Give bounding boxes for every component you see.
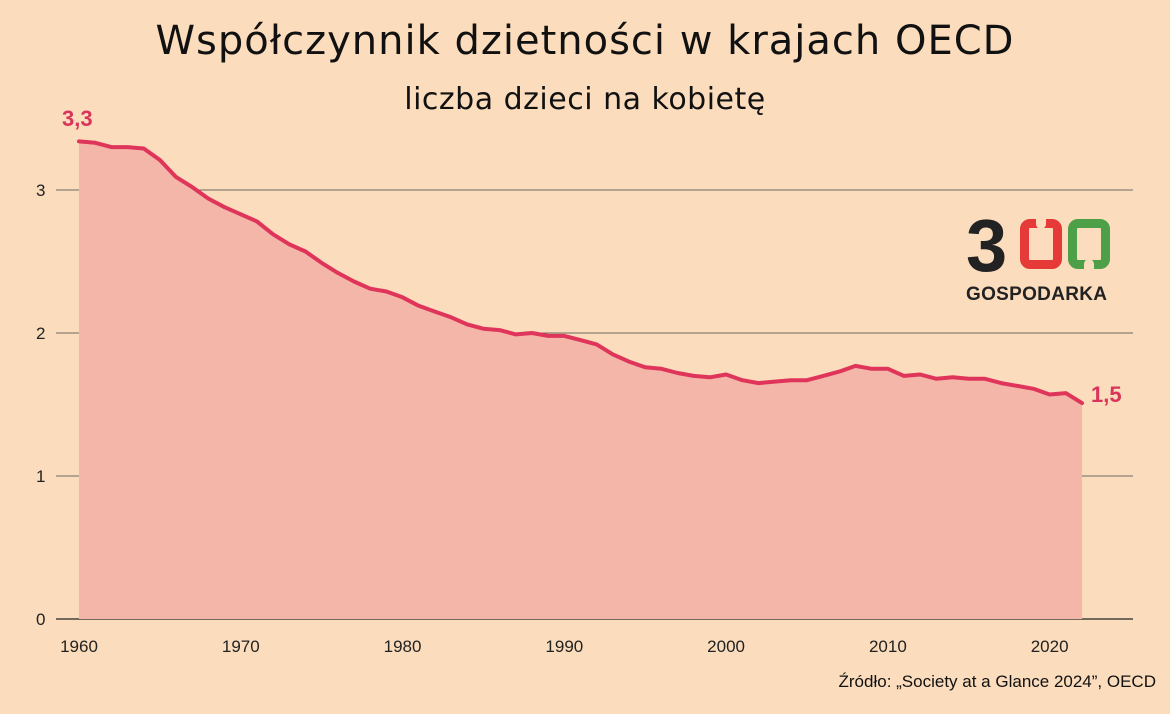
source-note: Źródło: „Society at a Glance 2024”, OECD [838,672,1156,691]
logo-text: GOSPODARKA [966,284,1108,305]
y-tick-label: 3 [36,181,45,200]
logo-green-zero [1068,219,1110,269]
logo-red-zero [1020,219,1062,269]
x-axis: 1960 1970 1980 1990 2000 2010 2020 [60,637,1068,656]
chart-subtitle: liczba dzieci na kobietę [404,82,766,117]
end-value-label: 1,5 [1091,382,1122,407]
x-tick-label: 2000 [707,637,745,656]
area-fill [79,141,1082,619]
x-tick-label: 1980 [384,637,422,656]
logo-digit-three: 3 [966,204,1008,287]
x-tick-label: 1970 [222,637,260,656]
x-tick-label: 2010 [869,637,907,656]
y-tick-label: 2 [36,324,45,343]
x-tick-label: 2020 [1031,637,1069,656]
x-tick-label: 1960 [60,637,98,656]
y-axis: 0 1 2 3 [36,181,45,629]
y-tick-label: 0 [36,610,45,629]
chart-title: Współczynnik dzietności w krajach OECD [155,18,1015,64]
y-tick-label: 1 [36,467,45,486]
start-value-label: 3,3 [62,106,93,131]
brand-logo: 3 GOSPODARKA [966,204,1130,306]
series-line [77,139,1084,406]
logo-number: 3 [966,204,1130,287]
x-tick-label: 1990 [545,637,583,656]
